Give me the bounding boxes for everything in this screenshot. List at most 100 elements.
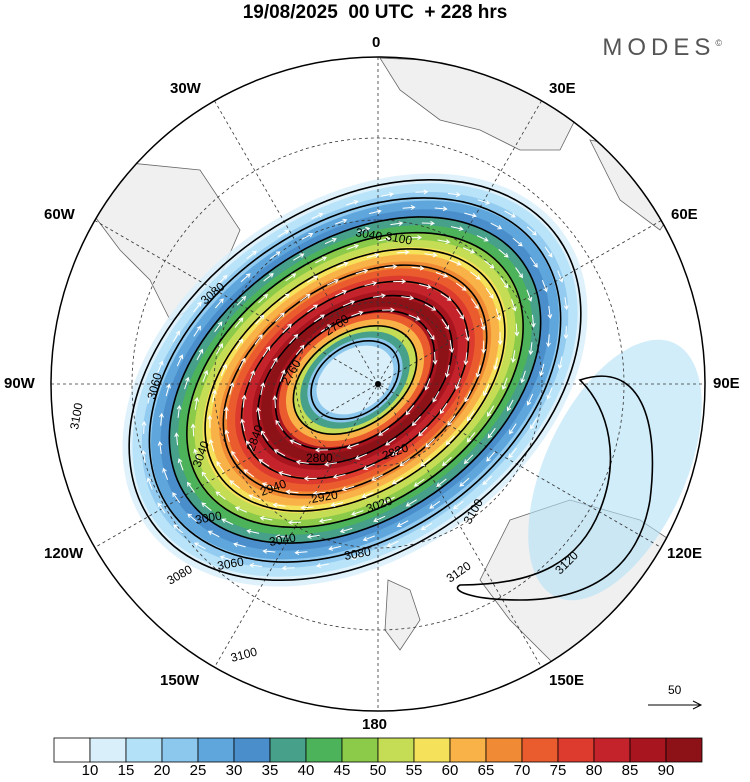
wind-arrow: [547, 306, 553, 320]
wind-arrow: [285, 273, 297, 282]
wind-arrow: [485, 287, 494, 299]
wind-arrow: [475, 365, 481, 378]
wind-arrow: [287, 519, 301, 525]
wind-arrow: [243, 469, 255, 478]
wind-arrow: [447, 415, 456, 426]
wind-arrow: [303, 476, 317, 481]
wind-arrow: [487, 427, 496, 439]
wind-arrow: [311, 212, 324, 220]
wind-arrow: [315, 256, 327, 264]
wind-arrow: [354, 453, 368, 460]
wind-arrow: [429, 500, 441, 509]
wind-arrow: [234, 506, 248, 513]
wind-arrow: [219, 555, 233, 561]
wind-arrow: [464, 212, 477, 218]
wind-arrow: [382, 307, 396, 313]
wind-arrow: [504, 210, 516, 218]
wind-arrow: [409, 235, 423, 241]
wind-arrow: [157, 502, 166, 514]
contour-label: 3000: [194, 508, 223, 526]
map-title: 19/08/2025 00 UTC + 228 hrs: [242, 2, 508, 23]
wind-arrow: [480, 317, 486, 331]
wind-arrow: [261, 482, 275, 488]
wind-arrow: [526, 393, 534, 406]
wind-arrow: [295, 459, 309, 465]
height-contour: [310, 340, 400, 420]
wind-arrow: [328, 545, 341, 551]
colorbar-swatch: [269, 737, 307, 763]
lon-label-90e: 90E: [713, 375, 740, 392]
wind-arrow: [147, 390, 153, 404]
colorbar-tick-label: 60: [441, 762, 459, 779]
wind-arrow: [258, 293, 269, 304]
wind-arrow: [506, 399, 514, 412]
wind-arrow: [455, 282, 467, 291]
wind-arrow: [224, 429, 230, 443]
wind-arrow: [289, 333, 299, 344]
wind-arrow: [441, 456, 452, 467]
wind-arrow: [530, 418, 538, 430]
wind-arrow: [362, 463, 375, 470]
wind-arrow: [255, 314, 265, 325]
wind-arrow: [476, 235, 489, 242]
colorbar-tick-label: 30: [225, 762, 243, 779]
wind-arrow: [241, 394, 247, 408]
wind-arrow: [293, 253, 305, 261]
colorbar-swatch: [413, 737, 451, 763]
colorbar-tick-label: 90: [657, 762, 675, 779]
wind-arrow: [316, 563, 329, 568]
wind-arrow: [362, 535, 375, 542]
wind-arrow: [463, 352, 469, 366]
wind-arrow: [541, 279, 548, 293]
colorbar-tick-label: 55: [405, 762, 423, 779]
height-contour: [292, 324, 418, 436]
wind-arrow: [279, 293, 290, 302]
wind-arrow: [464, 390, 472, 403]
wind-arrow: [424, 378, 431, 391]
wind-arrow: [373, 515, 386, 523]
height-contour: [168, 216, 542, 544]
wind-arrow: [300, 505, 314, 511]
wind-arrow: [273, 449, 286, 457]
wind-arrow: [312, 490, 326, 496]
wind-arrow: [557, 270, 564, 283]
wind-arrow: [425, 438, 435, 448]
contour-label: 2800: [306, 451, 333, 465]
colorbar-tick-label: 85: [621, 762, 639, 779]
wind-vectors: [141, 189, 569, 571]
wind-arrow: [487, 405, 495, 417]
wind-arrow: [202, 369, 209, 383]
colorbar-swatch: [161, 737, 199, 763]
colorbar-swatch: [305, 737, 343, 763]
wind-arrow: [440, 293, 452, 301]
wind-arrow: [512, 237, 523, 247]
wind-arrow: [173, 524, 184, 534]
wind-arrow: [445, 435, 455, 446]
lon-label-0: 0: [372, 34, 381, 51]
wind-arrow: [282, 323, 292, 334]
wind-arrow: [530, 314, 536, 328]
wind-arrow: [384, 264, 398, 270]
lon-label-150w: 150W: [160, 672, 200, 689]
lon-label-180: 180: [362, 716, 388, 733]
wind-arrow: [335, 218, 348, 225]
wind-arrow: [557, 356, 563, 370]
wind-arrow: [201, 502, 212, 512]
contour-label: 2920: [310, 487, 339, 505]
wind-arrow: [207, 530, 220, 538]
wind-arrow: [509, 423, 517, 435]
wind-arrow: [193, 325, 201, 337]
contour-label: 3040: [268, 530, 297, 548]
wind-arrow: [526, 226, 537, 236]
colorbar-swatch: [593, 737, 631, 763]
wind-arrow: [396, 249, 410, 255]
wind-arrow: [435, 272, 449, 278]
wind-arrow: [212, 389, 217, 403]
wind-arrow: [529, 256, 538, 268]
wind-arrow: [432, 391, 440, 403]
copyright-mark: ©: [715, 38, 722, 48]
wind-arrow: [277, 229, 290, 238]
wind-arrow: [501, 377, 508, 391]
brand-logo: MODES©: [602, 34, 722, 62]
